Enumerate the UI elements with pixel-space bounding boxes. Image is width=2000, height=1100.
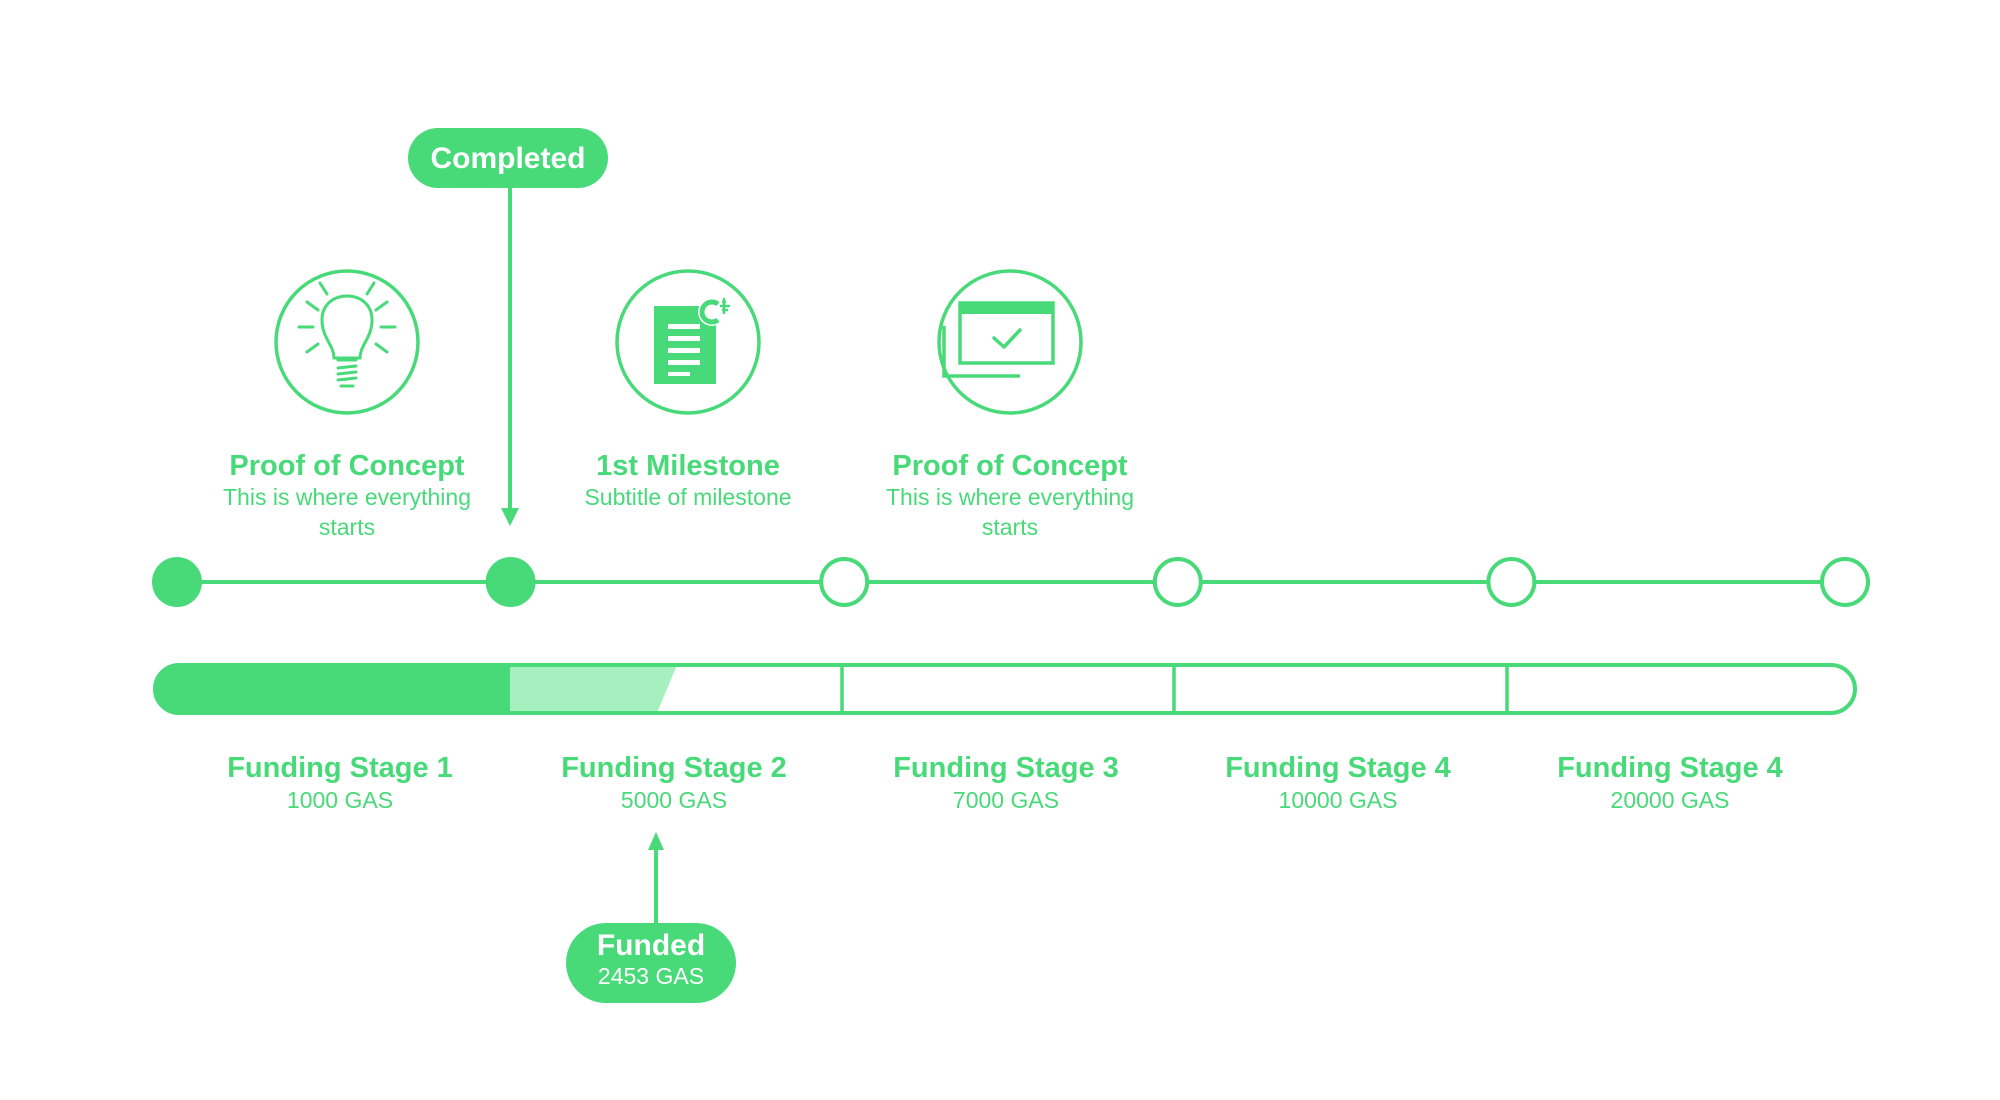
milestone-icon-circle (937, 269, 1083, 415)
funding-stage-5: Funding Stage 4 20000 GAS (1557, 752, 1783, 813)
milestone-icon-circle (274, 269, 420, 415)
funding-stage-title: Funding Stage 1 (227, 752, 453, 784)
funding-bar-outline (153, 663, 1857, 715)
milestone-subtitle-line2: starts (982, 514, 1038, 540)
funding-stage-title: Funding Stage 3 (893, 752, 1119, 784)
milestone-subtitle: Subtitle of milestone (584, 484, 791, 510)
funded-pill (566, 923, 736, 1003)
funding-stage-amount: 20000 GAS (1611, 787, 1730, 813)
funding-progress-bar (153, 663, 1857, 715)
funding-fill-partial (510, 665, 677, 713)
funding-stage-3: Funding Stage 3 7000 GAS (893, 752, 1119, 813)
code-document-icon (654, 298, 730, 384)
milestone-subtitle: This is where everything (886, 484, 1134, 510)
completed-pill (408, 128, 608, 188)
timeline-node-pending (819, 557, 870, 607)
funding-stage-amount: 10000 GAS (1279, 787, 1398, 813)
funding-stage-amount: 7000 GAS (953, 787, 1059, 813)
milestone-title: Proof of Concept (229, 450, 465, 482)
timeline-node-pending (1820, 557, 1870, 607)
milestone-1st-milestone: 1st Milestone Subtitle of milestone (584, 269, 792, 510)
funding-stage-amount: 1000 GAS (287, 787, 393, 813)
funding-stage-2: Funding Stage 2 5000 GAS (561, 752, 787, 813)
funding-stage-title: Funding Stage 4 (1225, 752, 1451, 784)
milestone-proof-of-concept-2: Proof of Concept This is where everythin… (886, 269, 1134, 540)
browser-check-icon (942, 301, 1055, 378)
funding-stage-title: Funding Stage 4 (1557, 752, 1783, 784)
completed-arrow-head (501, 508, 519, 526)
timeline-node-pending (1152, 557, 1203, 607)
timeline-node-completed (485, 557, 536, 607)
funding-stage-4: Funding Stage 4 10000 GAS (1225, 752, 1451, 813)
funding-stage-labels: Funding Stage 1 1000 GAS Funding Stage 2… (227, 752, 1783, 813)
funding-stage-amount: 5000 GAS (621, 787, 727, 813)
milestone-subtitle: This is where everything (223, 484, 471, 510)
funding-stage-title: Funding Stage 2 (561, 752, 787, 784)
funded-marker: Funded 2453 GAS (566, 832, 736, 1003)
milestone-proof-of-concept: Proof of Concept This is where everythin… (223, 269, 471, 540)
timeline-nodes (152, 557, 1870, 607)
timeline-node-pending (1486, 557, 1537, 607)
milestone-subtitle-line2: starts (319, 514, 375, 540)
funded-label: Funded (597, 929, 705, 962)
funding-fill-complete (155, 665, 510, 713)
completed-label: Completed (430, 142, 585, 175)
milestone-icon-circle (615, 269, 761, 415)
timeline (152, 557, 1870, 607)
funded-amount: 2453 GAS (598, 963, 704, 989)
funding-stage-1: Funding Stage 1 1000 GAS (227, 752, 453, 813)
timeline-node-completed (152, 557, 202, 607)
milestone-title: 1st Milestone (596, 450, 780, 482)
lightbulb-icon (297, 281, 397, 388)
funded-arrow-head (648, 832, 664, 850)
milestone-title: Proof of Concept (892, 450, 1128, 482)
completed-marker: Completed (408, 128, 608, 526)
